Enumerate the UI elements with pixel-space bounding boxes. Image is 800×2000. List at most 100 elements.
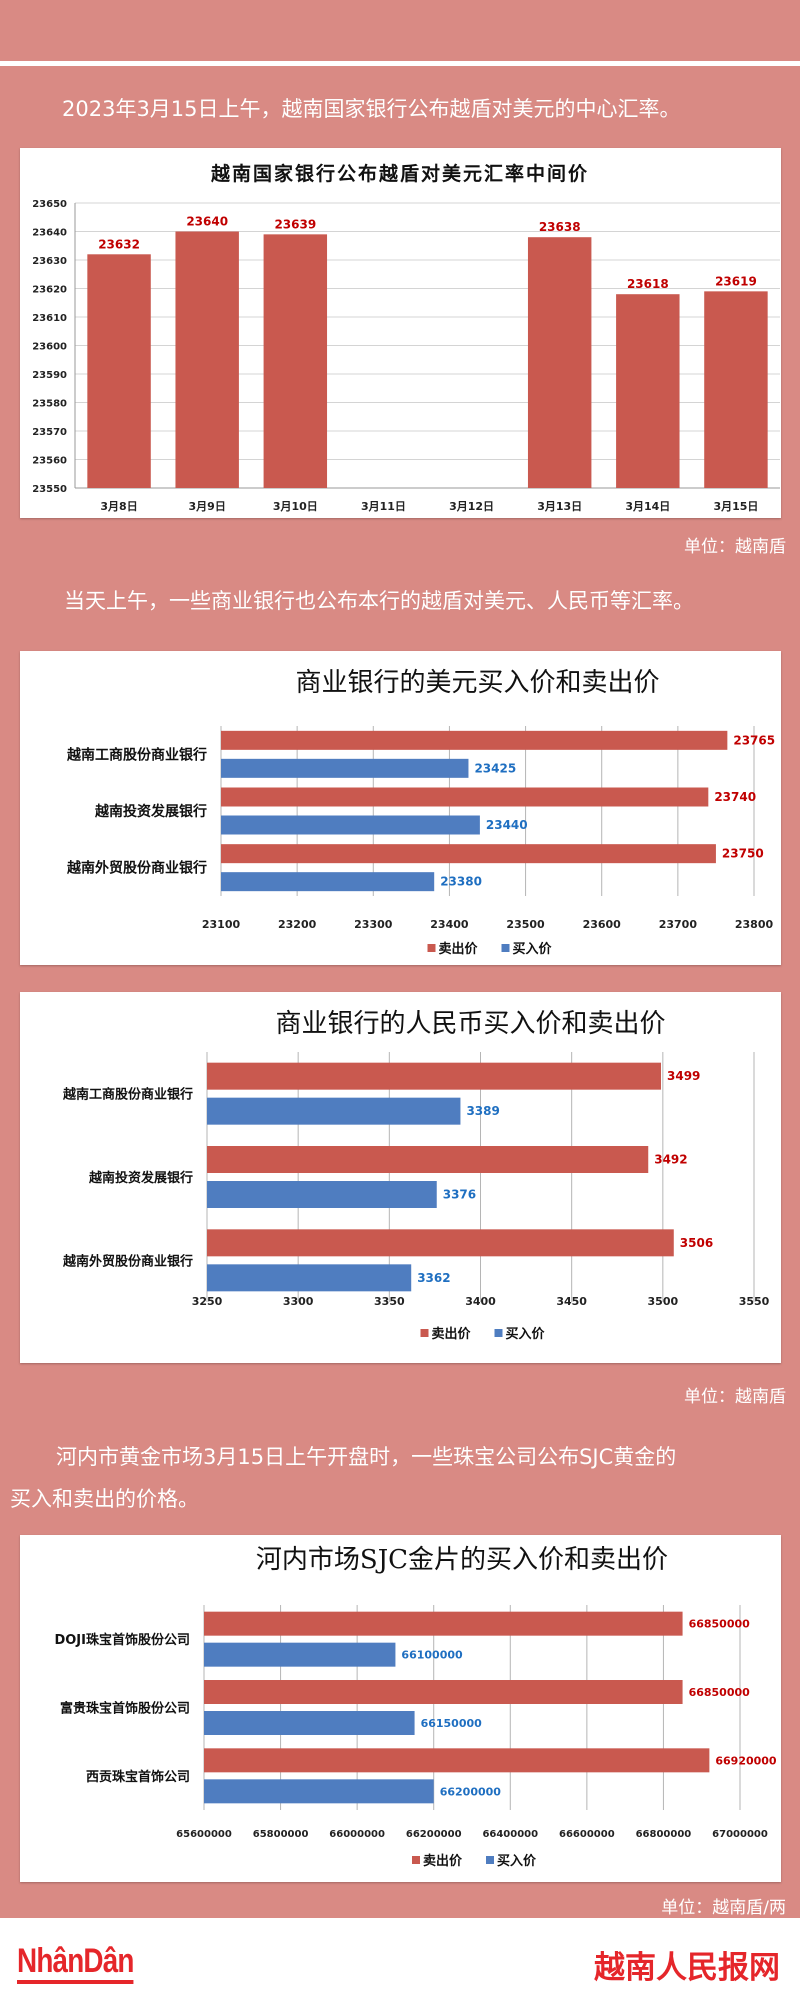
buy-bar	[204, 1711, 415, 1735]
unit-label-1: 单位：越南盾	[684, 537, 786, 557]
sell-data-label: 23765	[733, 733, 775, 747]
category-label: 越南投资发展银行	[88, 1170, 193, 1186]
category-label: 越南投资发展银行	[94, 803, 207, 820]
unit-label-2: 单位：越南盾	[684, 1387, 786, 1407]
x-tick-label: 3550	[739, 1295, 770, 1308]
top-divider	[0, 61, 800, 66]
x-tick-label: 66200000	[406, 1829, 462, 1840]
category-label: 越南外贸股份商业银行	[66, 860, 207, 877]
sjc-gold-buy-sell-bar-chart: 河内市场SJC金片的买入价和卖出价 65600000 65800000 6600000…	[54, 1545, 776, 1869]
data-label: 23618	[627, 277, 669, 291]
x-tick-label: 66400000	[482, 1829, 538, 1840]
x-tick-label: 66600000	[559, 1829, 615, 1840]
chart-title: 商业银行的人民币买入价和卖出价	[275, 1009, 665, 1039]
data-label: 23639	[274, 217, 316, 231]
sell-data-label: 3499	[667, 1069, 700, 1083]
chart-central-rate: 越南国家银行公布越盾对美元汇率中间价 23650 23640 23630 23620 23…	[20, 148, 781, 518]
category-label: 越南工商股份商业银行	[62, 1087, 193, 1103]
legend-swatch-buy	[494, 1329, 503, 1337]
sell-data-label: 23740	[714, 790, 756, 804]
chart-cny-rates: 商业银行的人民币买入价和卖出价 3250 3300 3350 3400 3450 3500 3…	[20, 992, 781, 1363]
buy-bar	[207, 1181, 437, 1208]
chart-usd-rates: 商业银行的美元买入价和卖出价 23100 23200 23300 23400 23500 2…	[20, 651, 781, 965]
intro-paragraph-1: 2023年3月15日上午，越南国家银行公布越盾对美元的中心汇率。	[62, 97, 681, 121]
buy-data-label: 3376	[443, 1188, 476, 1202]
y-tick-label: 23610	[32, 313, 67, 324]
legend-label-buy: 买入价	[506, 1327, 546, 1342]
x-tick-label: 65800000	[253, 1829, 309, 1840]
intro-paragraph-3-line-1: 河内市黄金市场3月15日上午开盘时，一些珠宝公司公布SJC黄金的	[56, 1445, 677, 1469]
y-tick-label: 23580	[32, 399, 67, 410]
y-tick-label: 23570	[32, 427, 67, 438]
x-tick-label: 23500	[506, 918, 545, 931]
chart-title: 商业银行的美元买入价和卖出价	[295, 668, 659, 698]
bar	[527, 237, 592, 488]
category-label: 富贵珠宝首饰股份公司	[60, 1701, 190, 1717]
legend-swatch-sell	[412, 1856, 420, 1864]
buy-bar	[204, 1779, 434, 1804]
x-tick-label: 3250	[192, 1295, 223, 1308]
x-tick-label: 65600000	[176, 1829, 232, 1840]
category-label: 越南外贸股份商业银行	[62, 1253, 193, 1269]
x-tick-label: 3500	[648, 1295, 679, 1308]
x-tick-label: 3350	[374, 1295, 405, 1308]
legend-label-sell: 卖出价	[439, 941, 479, 957]
x-tick-label: 23600	[583, 918, 622, 931]
sell-bar	[204, 1611, 683, 1636]
legend-swatch-buy	[486, 1856, 494, 1864]
x-tick-label: 3月15日	[713, 500, 758, 513]
legend-swatch-sell	[427, 944, 436, 952]
buy-data-label: 23425	[474, 761, 516, 775]
x-tick-label: 66800000	[636, 1829, 692, 1840]
y-tick-label: 23550	[32, 484, 67, 495]
y-tick-label: 23600	[32, 342, 67, 353]
x-tick-label: 3月9日	[189, 500, 226, 513]
buy-data-label: 66100000	[401, 1649, 463, 1662]
buy-bar	[204, 1642, 396, 1667]
bar	[87, 254, 151, 488]
chart-sjc-gold: 河内市场SJC金片的买入价和卖出价 65600000 65800000 6600000…	[20, 1535, 781, 1882]
x-tick-label: 3月8日	[100, 500, 137, 513]
site-name-logo[interactable]: 越南人民报网	[594, 1950, 780, 1986]
nhandan-logo[interactable]: NhânDân	[17, 1944, 134, 1984]
bar	[704, 291, 768, 488]
top-banner	[0, 0, 800, 60]
bar	[616, 294, 680, 488]
x-tick-label: 3月12日	[449, 500, 494, 513]
buy-data-label: 23380	[440, 875, 482, 889]
chart-title: 河内市场SJC金片的买入价和卖出价	[256, 1545, 668, 1575]
sell-data-label: 3492	[654, 1153, 687, 1167]
sell-data-label: 66850000	[689, 1686, 751, 1699]
x-tick-label: 23300	[354, 918, 393, 931]
intro-paragraph-3-line-2: 买入和卖出的价格。	[10, 1487, 199, 1511]
sell-bar	[221, 787, 709, 807]
legend-label-sell: 卖出价	[423, 1853, 463, 1869]
buy-data-label: 66150000	[421, 1717, 483, 1730]
usd-buy-sell-bar-chart: 商业银行的美元买入价和卖出价 23100 23200 23300 23400 23500 2…	[66, 668, 775, 957]
data-label: 23638	[539, 220, 581, 234]
x-tick-label: 23700	[659, 918, 698, 931]
sell-bar	[207, 1062, 662, 1090]
y-tick-label: 23640	[32, 228, 67, 239]
y-tick-label: 23650	[32, 199, 67, 210]
sell-bar	[221, 844, 716, 864]
bar	[263, 234, 328, 488]
x-tick-label: 23200	[278, 918, 317, 931]
bar	[175, 231, 239, 488]
x-tick-label: 3400	[465, 1295, 496, 1308]
y-tick-label: 23560	[32, 456, 67, 467]
buy-data-label: 23440	[486, 818, 528, 832]
x-tick-label: 67000000	[712, 1829, 768, 1840]
x-tick-label: 3月11日	[361, 500, 406, 513]
sell-bar	[221, 730, 728, 750]
buy-data-label: 3362	[417, 1271, 450, 1285]
buy-bar	[221, 758, 469, 778]
x-tick-label: 3月13日	[537, 500, 582, 513]
x-tick-label: 23100	[202, 918, 241, 931]
y-tick-label: 23630	[32, 256, 67, 267]
x-tick-label: 3月14日	[625, 500, 670, 513]
legend-swatch-buy	[501, 944, 510, 952]
legend-label-buy: 买入价	[513, 942, 553, 957]
sell-data-label: 23750	[722, 847, 764, 861]
category-label: DOJI珠宝首饰股份公司	[54, 1632, 190, 1648]
